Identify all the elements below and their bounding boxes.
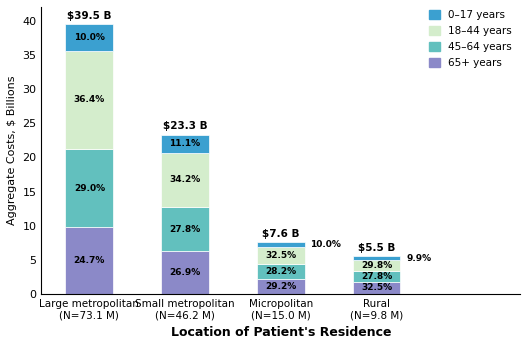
- Text: 29.0%: 29.0%: [74, 184, 105, 193]
- Bar: [65, 149, 113, 227]
- Text: 24.7%: 24.7%: [74, 256, 105, 265]
- Text: $39.5 B: $39.5 B: [67, 11, 112, 21]
- Text: 32.5%: 32.5%: [265, 251, 296, 260]
- Bar: [257, 279, 305, 294]
- Bar: [257, 242, 305, 247]
- Text: 10.0%: 10.0%: [310, 240, 341, 249]
- Text: $23.3 B: $23.3 B: [163, 121, 207, 131]
- Text: 11.1%: 11.1%: [170, 139, 201, 148]
- Text: 26.9%: 26.9%: [170, 268, 201, 277]
- Text: 10.0%: 10.0%: [74, 33, 105, 42]
- Bar: [65, 227, 113, 294]
- Text: 36.4%: 36.4%: [74, 95, 105, 104]
- Text: 29.2%: 29.2%: [265, 282, 296, 291]
- Text: $5.5 B: $5.5 B: [358, 243, 395, 253]
- Bar: [161, 207, 209, 251]
- Bar: [161, 135, 209, 153]
- Bar: [353, 282, 401, 294]
- Text: 34.2%: 34.2%: [170, 175, 201, 184]
- Bar: [353, 260, 401, 271]
- Bar: [353, 256, 401, 260]
- Bar: [65, 51, 113, 149]
- Y-axis label: Aggregate Costs, $ Billions: Aggregate Costs, $ Billions: [7, 76, 17, 225]
- Legend: 0–17 years, 18–44 years, 45–64 years, 65+ years: 0–17 years, 18–44 years, 45–64 years, 65…: [426, 7, 515, 71]
- Bar: [353, 271, 401, 282]
- Bar: [161, 153, 209, 207]
- Text: 27.8%: 27.8%: [170, 225, 201, 234]
- X-axis label: Location of Patient's Residence: Location of Patient's Residence: [171, 326, 391, 339]
- Bar: [65, 24, 113, 51]
- Text: 27.8%: 27.8%: [361, 272, 392, 281]
- Bar: [257, 264, 305, 279]
- Text: $7.6 B: $7.6 B: [262, 229, 299, 239]
- Text: 28.2%: 28.2%: [265, 267, 296, 276]
- Text: 29.8%: 29.8%: [361, 261, 392, 270]
- Bar: [161, 251, 209, 294]
- Bar: [257, 247, 305, 264]
- Text: 9.9%: 9.9%: [406, 254, 431, 263]
- Text: 32.5%: 32.5%: [361, 283, 392, 292]
